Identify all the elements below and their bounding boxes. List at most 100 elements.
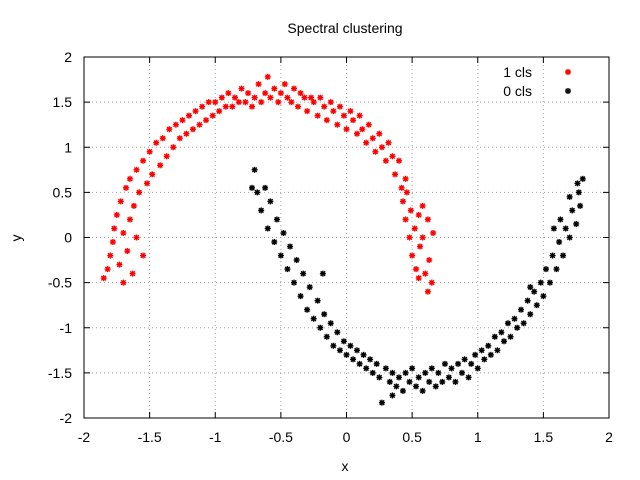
data-point <box>363 139 370 146</box>
data-point <box>216 108 223 115</box>
data-point <box>441 360 448 367</box>
data-point <box>271 85 278 92</box>
data-point <box>323 333 330 340</box>
data-point <box>557 216 564 223</box>
data-point <box>277 90 284 97</box>
data-point <box>399 198 406 205</box>
data-point <box>189 126 196 133</box>
data-point <box>291 85 297 92</box>
data-point <box>504 320 511 327</box>
data-point <box>304 306 311 313</box>
y-tick-label: 0.5 <box>53 184 73 200</box>
data-point <box>569 207 576 214</box>
data-point <box>149 171 156 178</box>
x-tick-label: 1.5 <box>534 429 554 445</box>
data-point <box>363 365 370 372</box>
data-point <box>284 94 291 101</box>
data-point <box>327 99 334 106</box>
data-point <box>422 369 429 376</box>
data-point <box>396 157 402 164</box>
data-point <box>323 117 330 124</box>
data-point <box>550 225 557 232</box>
data-point <box>308 94 315 101</box>
data-point <box>419 387 426 394</box>
data-point <box>527 311 534 318</box>
chart-title: Spectral clustering <box>287 20 402 36</box>
data-point <box>196 121 203 128</box>
data-point <box>109 239 116 246</box>
data-point <box>330 342 337 349</box>
data-point <box>218 94 225 101</box>
data-point <box>367 356 374 363</box>
data-point <box>350 356 357 363</box>
data-point <box>520 320 527 327</box>
x-tick-label: -0.5 <box>269 429 293 445</box>
data-point <box>251 94 258 101</box>
data-point <box>347 108 354 115</box>
data-point <box>314 112 321 119</box>
data-point <box>501 338 507 345</box>
data-point <box>419 202 426 209</box>
data-point <box>474 365 481 372</box>
data-point <box>124 248 131 255</box>
data-point <box>179 117 186 124</box>
data-point <box>354 347 360 354</box>
data-point <box>378 144 385 151</box>
data-point <box>334 329 341 336</box>
data-point <box>465 374 472 381</box>
data-point <box>284 266 291 273</box>
data-point <box>566 193 573 200</box>
data-point <box>428 279 435 286</box>
data-point <box>419 234 426 241</box>
data-point <box>120 229 127 236</box>
data-point <box>100 275 107 282</box>
data-point <box>494 347 501 354</box>
data-point <box>146 148 153 155</box>
data-point <box>472 351 479 358</box>
data-point <box>277 252 284 259</box>
x-tick-label: 0.5 <box>402 429 422 445</box>
y-tick-label: -2 <box>60 410 73 426</box>
data-point <box>130 202 137 209</box>
data-point <box>478 347 485 354</box>
data-point <box>415 374 422 381</box>
y-tick-label: 0 <box>64 230 72 246</box>
data-point <box>389 153 396 160</box>
data-point <box>192 108 199 115</box>
data-point <box>126 175 133 182</box>
data-point <box>531 288 538 295</box>
data-point <box>356 112 363 119</box>
data-point <box>271 239 278 246</box>
data-point <box>293 257 300 264</box>
data-point <box>117 198 124 205</box>
data-point <box>199 103 206 110</box>
data-point <box>426 378 433 385</box>
data-point <box>340 112 347 119</box>
data-point <box>212 99 219 106</box>
data-point <box>163 153 170 160</box>
legend-label-1-cls: 1 cls <box>503 64 532 80</box>
data-point <box>533 302 540 309</box>
data-point <box>540 293 547 300</box>
data-point <box>461 356 468 363</box>
data-point <box>553 266 560 273</box>
data-point <box>262 90 269 97</box>
data-point <box>389 369 396 376</box>
data-point <box>238 85 245 92</box>
legend-marker-1-cls <box>565 69 571 75</box>
data-point <box>574 180 581 187</box>
data-point <box>411 225 418 232</box>
data-point <box>439 378 446 385</box>
data-point <box>264 225 271 232</box>
data-point <box>123 184 129 191</box>
data-point <box>304 108 311 115</box>
data-point <box>537 279 544 286</box>
data-point <box>573 220 580 227</box>
data-point <box>159 135 166 142</box>
data-point <box>273 216 280 223</box>
data-point <box>409 365 416 372</box>
data-point <box>566 234 573 241</box>
data-point <box>403 189 410 196</box>
